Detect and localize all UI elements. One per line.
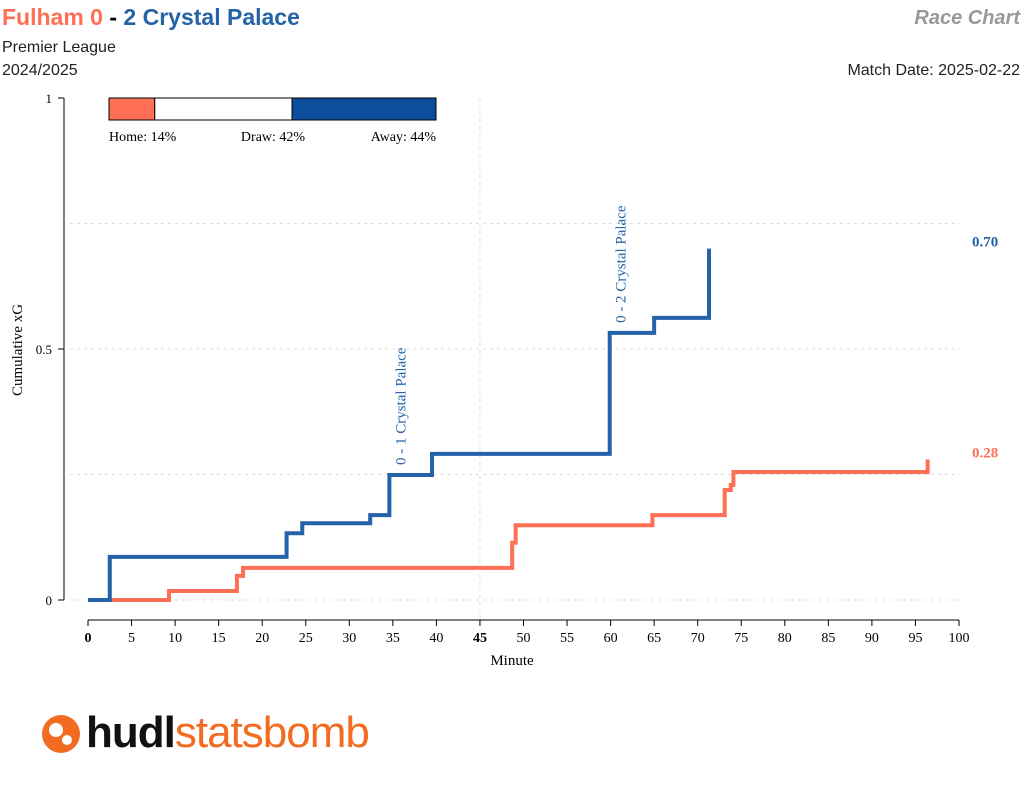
chart-type: Race Chart	[914, 7, 1020, 29]
x-tick-label: 60	[604, 631, 618, 646]
x-tick-label: 50	[517, 631, 531, 646]
competition: Premier League	[2, 39, 116, 56]
x-tick-label: 80	[778, 631, 792, 646]
away-team: Crystal Palace	[142, 4, 300, 30]
race-chart: 00.510 5 10 15 20 25 30 35 40 45 50 55 60 65 70 75 80 85 9…	[10, 91, 998, 669]
goal-annotation: 0 - 1 Crystal Palace	[393, 347, 409, 465]
x-tick-label: 100	[949, 631, 970, 646]
y-tick-label: 0.5	[36, 342, 52, 357]
logo-hudl: hudl	[86, 708, 176, 757]
x-tick-label: 85	[821, 631, 835, 646]
home-final-xg-label: 0.28	[972, 445, 998, 461]
x-tick-label: 30	[342, 631, 356, 646]
x-tick-label: 10	[168, 631, 182, 646]
x-tick-label: 20	[255, 631, 269, 646]
x-tick-label: 70	[691, 631, 705, 646]
x-tick-label: 25	[299, 631, 313, 646]
home-xg-line	[88, 459, 930, 602]
hudl-statsbomb-logo: hudl statsbomb	[36, 708, 370, 758]
match-date: Match Date: 2025-02-22	[847, 62, 1020, 79]
win-prob-away-bar	[291, 97, 437, 121]
y-tick-label: 1	[46, 91, 53, 106]
x-tick-label: 90	[865, 631, 879, 646]
x-tick-label: 35	[386, 631, 400, 646]
x-tick-label: 40	[429, 631, 443, 646]
win-prob-home-label: Home: 14%	[109, 130, 177, 145]
home-score: 0	[90, 4, 103, 30]
x-axis-label: Minute	[490, 653, 534, 669]
x-tick-label: 95	[908, 631, 922, 646]
logo-statsbomb: statsbomb	[174, 708, 370, 757]
away-score: 2	[123, 4, 137, 30]
x-tick-label: 75	[734, 631, 748, 646]
away-final-xg-label: 0.70	[972, 235, 998, 251]
season: 2024/2025	[2, 62, 78, 79]
x-tick-label: 0	[85, 631, 92, 646]
match-title: Fulham 0 - 2 Crystal Palace	[2, 4, 300, 31]
win-prob-draw-bar	[154, 97, 293, 121]
x-tick-label: 55	[560, 631, 574, 646]
y-axis-label: Cumulative xG	[10, 304, 26, 396]
x-tick-label: 45	[473, 631, 487, 646]
statsbomb-logo-icon	[42, 715, 80, 753]
home-team: Fulham	[2, 4, 84, 30]
win-prob-away-label: Away: 44%	[371, 130, 437, 145]
win-prob-draw-label: Draw: 42%	[241, 130, 305, 145]
x-tick-label: 5	[128, 631, 135, 646]
win-prob-home-bar	[108, 97, 156, 121]
y-tick-label: 0	[46, 593, 53, 608]
goal-annotation: 0 - 2 Crystal Palace	[614, 205, 630, 323]
score-separator: -	[109, 4, 118, 30]
x-tick-label: 15	[212, 631, 226, 646]
x-tick-label: 65	[647, 631, 661, 646]
away-xg-line	[88, 248, 712, 602]
